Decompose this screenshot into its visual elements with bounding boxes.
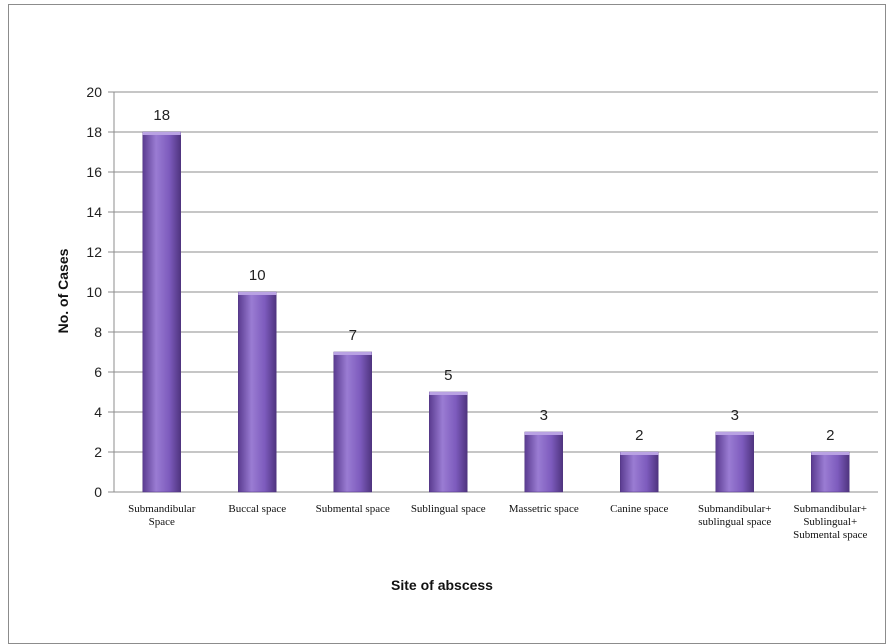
x-tick-label: Submandibular Space [128,503,196,528]
data-label: 2 [826,427,834,444]
data-label: 5 [444,367,452,384]
bar-top-highlight [811,452,850,455]
y-tick-labels: 0 2 4 6 8 10 12 14 16 18 20 [86,84,102,500]
y-tick-label: 0 [94,484,102,500]
y-tick-label: 18 [86,124,102,140]
y-tick-label: 20 [86,84,102,100]
x-tick-label: Buccal space [228,503,286,515]
data-label: 2 [635,427,643,444]
y-tick-label: 12 [86,244,102,260]
bar-top-highlight [333,352,372,355]
x-tick-label: Submandibular+ Sublingual+ Submental space [793,503,867,541]
y-tick-label: 8 [94,324,102,340]
bar [715,431,754,493]
bar-top-highlight [429,392,468,395]
y-tick-label: 2 [94,444,102,460]
data-label: 3 [731,407,739,424]
bar [811,451,850,493]
bar-chart: 0 2 4 6 8 10 12 14 16 18 20 18 10 7 5 3 2 3 2 Submandibul… [55,84,878,593]
x-tick-label: Sublingual space [411,503,486,515]
x-tick-label: Canine space [610,503,668,515]
category-labels: Submandibular Space Buccal space Submental … [128,503,867,541]
data-labels: 18 10 7 5 3 2 3 2 [153,107,834,444]
bar-top-highlight [620,452,659,455]
y-tick-label: 16 [86,164,102,180]
y-tick-label: 14 [86,204,102,220]
bar [620,451,659,493]
x-tick-label: Submental space [316,503,390,515]
data-label: 18 [153,107,170,124]
y-axis-title: No. of Cases [55,248,71,333]
bar-top-highlight [524,432,563,435]
bar [429,391,468,493]
y-tick-label: 4 [94,404,102,420]
x-axis-title: Site of abscess [391,577,493,593]
bars [142,131,850,493]
gridlines [108,91,878,493]
x-tick-label: Massetric space [509,503,579,515]
bar-top-highlight [142,132,181,135]
bar-top-highlight [715,432,754,435]
bar [333,351,372,493]
y-tick-label: 10 [86,284,102,300]
bar-top-highlight [238,292,277,295]
bar [142,131,181,493]
bar [524,431,563,493]
bar [238,291,277,493]
data-label: 7 [349,327,357,344]
data-label: 10 [249,267,266,284]
y-tick-label: 6 [94,364,102,380]
x-tick-label: Submandibular+ sublingual space [698,503,771,528]
data-label: 3 [540,407,548,424]
